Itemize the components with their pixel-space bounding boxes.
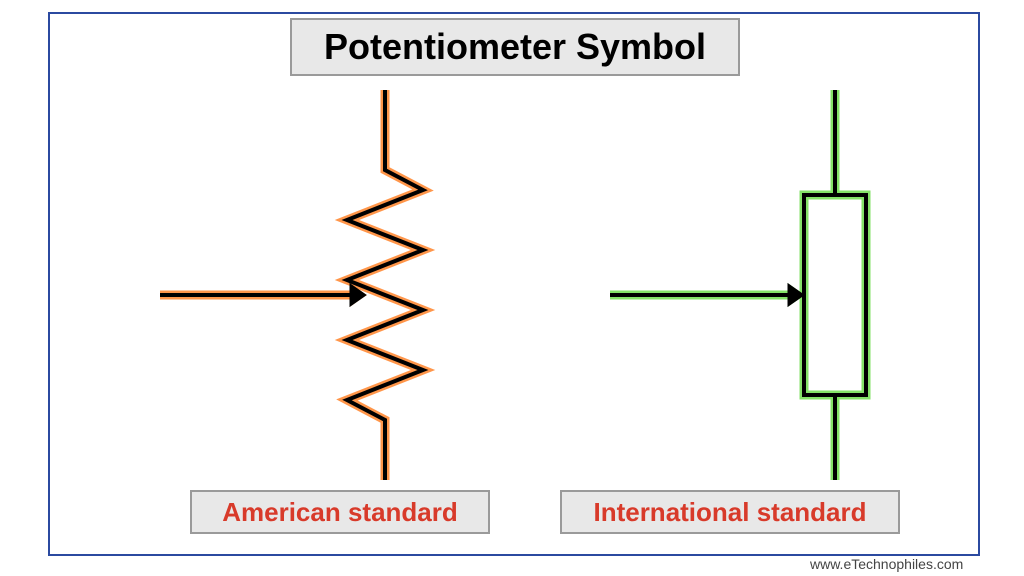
american-stroke bbox=[160, 90, 423, 480]
diagram-title-text: Potentiometer Symbol bbox=[324, 26, 706, 68]
international-label-text: International standard bbox=[593, 497, 866, 528]
footer-text: www.eTechnophiles.com bbox=[810, 556, 963, 572]
diagram-title: Potentiometer Symbol bbox=[290, 18, 740, 76]
american-potentiometer-symbol bbox=[120, 80, 500, 480]
international-potentiometer-symbol bbox=[560, 80, 960, 480]
footer-attribution: www.eTechnophiles.com bbox=[810, 556, 963, 572]
international-glow bbox=[610, 90, 866, 480]
international-label-box: International standard bbox=[560, 490, 900, 534]
international-stroke bbox=[610, 90, 866, 480]
american-label-box: American standard bbox=[190, 490, 490, 534]
american-label-text: American standard bbox=[222, 497, 458, 528]
